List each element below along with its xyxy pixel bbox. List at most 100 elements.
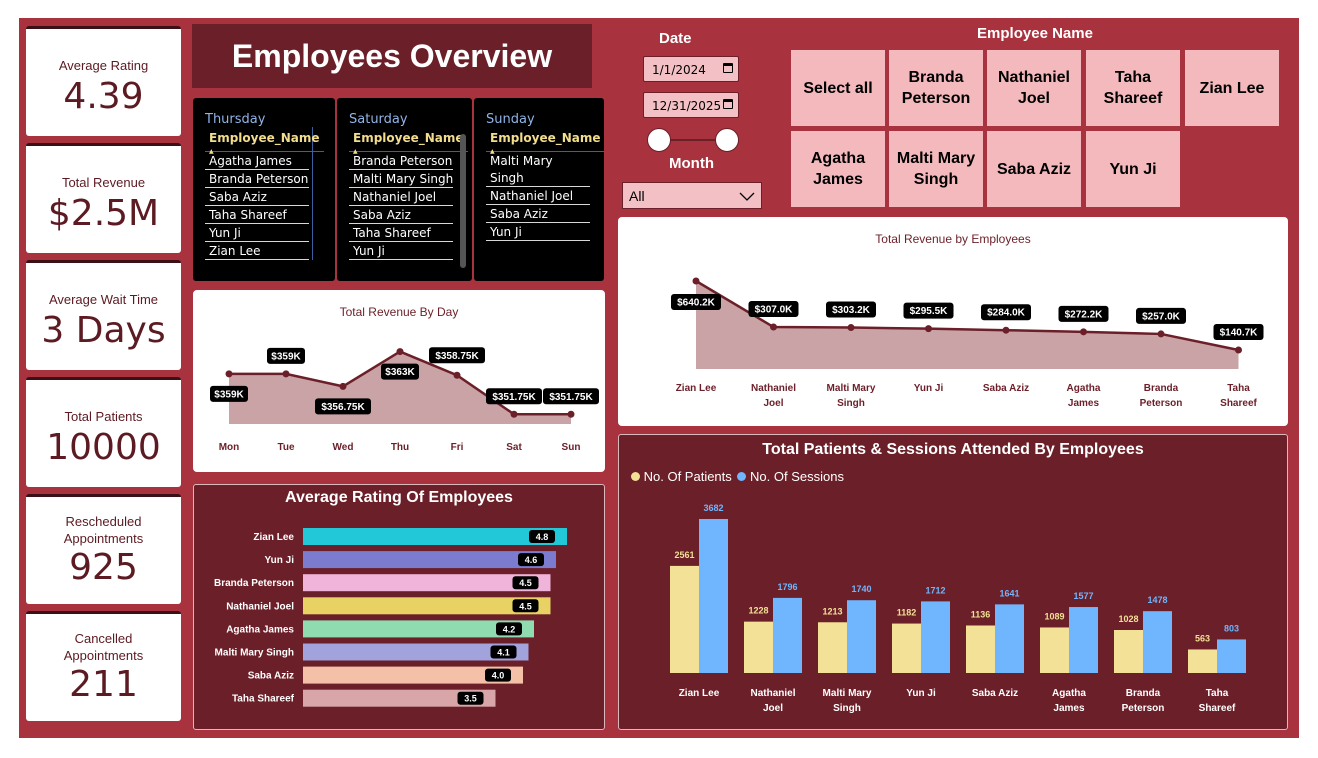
patients-value-label: 2561: [674, 550, 694, 560]
table-scrollbar[interactable]: [460, 134, 466, 268]
patients-bar: [670, 565, 699, 673]
x-tick-label: Branda: [1144, 383, 1179, 394]
table-row[interactable]: Taha Shareef: [349, 224, 453, 242]
sessions-value-label: 1712: [925, 585, 945, 595]
dashboard-canvas: Average Rating 4.39 Total Revenue $2.5M …: [19, 18, 1299, 738]
data-label: $257.0K: [1142, 311, 1181, 322]
data-point: [282, 370, 290, 378]
table-row[interactable]: Nathaniel Joel: [349, 188, 453, 206]
patients-bar: [744, 621, 773, 673]
data-point: [225, 370, 233, 378]
start-date-input[interactable]: 1/1/2024: [643, 56, 739, 82]
sessions-value-label: 1740: [851, 584, 871, 594]
data-label-bg: [315, 398, 371, 415]
sessions-value-label: 803: [1224, 623, 1239, 633]
table-row[interactable]: Yun Ji: [349, 242, 453, 260]
y-tick-label: Saba Aziz: [248, 671, 294, 682]
x-tick-label: Singh: [833, 703, 861, 714]
kpi-label: Total Revenue: [61, 175, 146, 190]
sessions-bar: [1217, 639, 1246, 673]
table-row[interactable]: Zian Lee: [205, 242, 309, 260]
chart-title: Total Patients & Sessions Attended By Em…: [762, 441, 1144, 458]
end-date-input[interactable]: 12/31/2025: [643, 92, 739, 118]
patients-sessions-plot: 2561 3682 Zian Lee 1228 1796 Nathaniel Joel 121…: [670, 503, 1246, 714]
revenue-by-day-plot: $359K Mon $359K Tue $356.75K Wed $363K Thu $358.…: [210, 347, 599, 453]
date-label: Date: [659, 30, 692, 47]
patients-bar: [966, 625, 995, 673]
x-tick-label: Shareef: [1220, 398, 1257, 409]
date-range-slider[interactable]: [647, 128, 739, 152]
employee-tile-taha-shareef[interactable]: Taha Shareef: [1086, 50, 1180, 126]
table-row[interactable]: Malti Mary: [490, 154, 553, 168]
x-tick-label: Yun Ji: [906, 688, 936, 699]
employee-tile-nathaniel-joel[interactable]: Nathaniel Joel: [987, 50, 1081, 126]
data-label: $351.75K: [549, 392, 593, 403]
table-body: Employee_Name Malti Mary Singh Nathaniel…: [474, 127, 605, 241]
table-thursday[interactable]: Thursday Employee_Name Agatha James Bran…: [193, 98, 335, 281]
kpi-value: $2.5M: [47, 193, 160, 234]
month-dropdown[interactable]: All: [622, 182, 762, 209]
employee-tile-saba-aziz[interactable]: Saba Aziz: [987, 131, 1081, 207]
rating-label: 4.5: [519, 578, 532, 588]
y-tick-label: Nathaniel Joel: [226, 601, 294, 612]
sessions-value-label: 1478: [1147, 595, 1167, 605]
slider-handle-start[interactable]: [647, 128, 671, 152]
x-tick-label: Malti Mary: [823, 688, 872, 699]
rating-label-bg: [529, 530, 555, 543]
table-row[interactable]: Saba Aziz: [205, 188, 309, 206]
legend-sessions-label: No. Of Sessions: [750, 469, 844, 484]
employee-tile-select-all[interactable]: Select all: [791, 50, 885, 126]
x-tick-label: Joel: [763, 703, 783, 714]
data-point: [692, 277, 700, 285]
data-label-bg: [1213, 324, 1264, 340]
patients-bar: [818, 622, 847, 673]
table-row[interactable]: Taha Shareef: [205, 206, 309, 224]
calendar-icon[interactable]: [723, 63, 733, 73]
data-point: [396, 348, 404, 356]
calendar-icon[interactable]: [723, 99, 733, 109]
end-date-value: 12/31/2025: [652, 99, 722, 113]
table-row[interactable]: Yun Ji: [486, 223, 590, 241]
table-saturday[interactable]: Saturday Employee_Name Branda Peterson M…: [337, 98, 472, 281]
data-point: [770, 323, 777, 331]
table-row[interactable]: Saba Aziz: [486, 205, 590, 223]
month-label: Month: [669, 155, 714, 172]
table-row[interactable]: Yun Ji: [205, 224, 309, 242]
employee-tile-malti-mary-singh[interactable]: Malti Mary Singh: [889, 131, 983, 207]
table-row[interactable]: Malti Mary Singh: [349, 170, 453, 188]
y-tick-label: Yun Ji: [265, 555, 295, 566]
slider-handle-end[interactable]: [715, 128, 739, 152]
rating-label: 4.1: [497, 648, 510, 658]
kpi-label: Average Rating: [58, 58, 149, 73]
x-tick-label: Zian Lee: [679, 688, 720, 699]
column-header[interactable]: Employee_Name: [486, 131, 605, 155]
employee-tile-yun-ji[interactable]: Yun Ji: [1086, 131, 1180, 207]
table-row[interactable]: Singh: [486, 169, 590, 187]
employee-tile-branda-peterson[interactable]: Branda Peterson: [889, 50, 983, 126]
employee-slicer-label: Employee Name: [977, 25, 1093, 42]
rating-label-bg: [512, 576, 539, 590]
table-row[interactable]: Branda Peterson: [349, 152, 453, 170]
table-row[interactable]: Nathaniel Joel: [486, 187, 590, 205]
table-row[interactable]: Saba Aziz: [349, 206, 453, 224]
sessions-value-label: 1796: [777, 582, 797, 592]
employee-tile-agatha-james[interactable]: Agatha James: [791, 131, 885, 207]
sessions-bar: [1069, 607, 1098, 673]
data-label-bg: [486, 388, 542, 405]
month-dropdown-value: All: [629, 188, 645, 204]
revenue-by-day-chart: Total Revenue By Day $359K Mon $359K Tue $35…: [193, 290, 605, 472]
column-header[interactable]: Employee_Name: [205, 131, 324, 155]
data-point: [339, 382, 347, 390]
x-tick-label: Shareef: [1199, 703, 1236, 714]
table-row[interactable]: Branda Peterson: [205, 170, 309, 188]
table-row[interactable]: Agatha James: [205, 152, 309, 170]
revenue-by-employee-plot: $640.2K Zian Lee $307.0K Nathaniel Joel $303.…: [671, 277, 1264, 409]
data-label-bg: [210, 385, 248, 402]
rating-label: 4.5: [519, 601, 532, 611]
data-label: $359K: [271, 351, 301, 362]
column-header[interactable]: Employee_Name: [349, 131, 468, 155]
data-label-bg: [981, 304, 1031, 321]
table-sunday[interactable]: Sunday Employee_Name Malti Mary Singh Na…: [474, 98, 605, 281]
employee-tile-zian-lee[interactable]: Zian Lee: [1185, 50, 1279, 126]
kpi-value: 10000: [46, 427, 161, 468]
